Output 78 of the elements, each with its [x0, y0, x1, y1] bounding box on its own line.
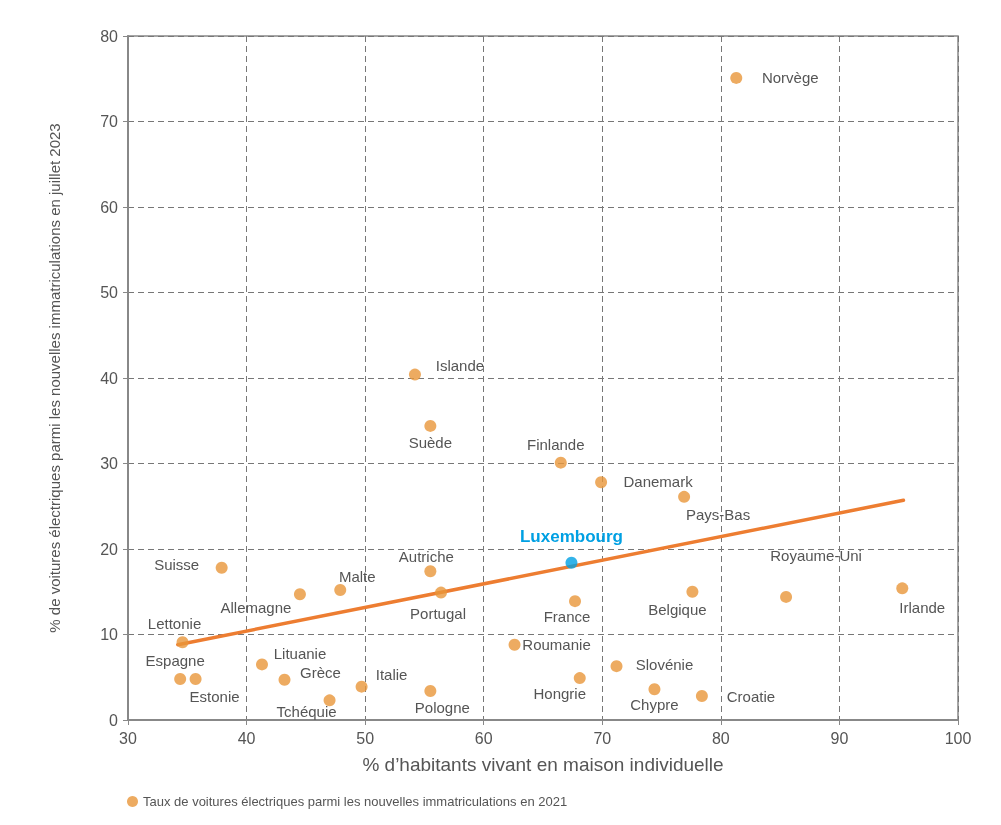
point [278, 673, 291, 686]
annotation: France [543, 607, 591, 625]
point [215, 561, 228, 574]
y-axis-title: % de voitures électriques parmi les nouvelles immatriculations en juillet 2023 [46, 123, 63, 633]
point [678, 490, 691, 503]
point [408, 368, 421, 381]
point [595, 476, 608, 489]
annotation: Belgique [648, 601, 707, 619]
point [695, 690, 708, 703]
annotation: Hongrie [533, 684, 587, 702]
annotation: Lettonie [147, 614, 202, 632]
annotation: Italie [375, 666, 408, 684]
y-tick-label: 20 [100, 540, 119, 558]
legend-label: Taux de voitures électriques parmi les nouvelles immatriculations en 2021 [143, 794, 568, 809]
x-tick-label: 60 [474, 729, 493, 747]
point [565, 556, 578, 569]
point [334, 584, 347, 597]
annotation: Pays-Bas [686, 506, 751, 524]
point [293, 588, 306, 601]
annotation: Chypre [630, 695, 679, 713]
point [780, 590, 793, 603]
x-tick-label: 100 [944, 729, 972, 747]
point [424, 684, 437, 697]
point [554, 456, 567, 469]
point [256, 658, 268, 671]
annotation: Autriche [398, 547, 454, 565]
annotation: Portugal [410, 605, 466, 623]
y-tick-label: 0 [109, 711, 119, 729]
point [508, 638, 521, 651]
annotation: Roumanie [522, 636, 591, 654]
annotation: Norvège [761, 69, 819, 87]
point [174, 672, 187, 685]
x-tick-label: 40 [237, 729, 256, 747]
annotation: Royaume-Uni [770, 547, 862, 565]
point [573, 672, 586, 685]
point [569, 595, 582, 608]
point [896, 582, 909, 595]
point [435, 586, 448, 599]
point [176, 636, 189, 649]
annotation: Irlande [899, 598, 946, 616]
y-tick-label: 30 [100, 455, 119, 472]
x-tick-label: 50 [356, 729, 375, 747]
x-tick-label: 90 [830, 729, 849, 747]
y-tick-label: 70 [100, 113, 119, 130]
point [648, 683, 661, 696]
y-tick-label: 50 [100, 284, 119, 301]
annotation: Islande [435, 357, 485, 375]
point [610, 660, 623, 673]
annotation: Malte [338, 567, 376, 585]
annotation: Estonie [189, 688, 240, 706]
series-label: Luxembourg [519, 527, 623, 547]
annotation: Slovénie [635, 655, 694, 673]
point [730, 71, 743, 84]
point [424, 565, 437, 578]
point [686, 585, 699, 598]
x-tick-label: 30 [119, 729, 137, 747]
annotation: Allemagne [220, 598, 292, 616]
annotation: Tchéquie [276, 702, 337, 720]
annotation: Danemark [623, 472, 694, 490]
annotation: Suède [408, 434, 453, 452]
point [424, 419, 437, 432]
point [189, 672, 202, 685]
x-tick-label: 70 [593, 729, 612, 747]
point [323, 694, 336, 707]
y-tick-label: 40 [100, 369, 119, 387]
annotation: Espagne [145, 652, 205, 670]
y-tick-label: 80 [100, 27, 119, 45]
y-tick-label: 60 [100, 198, 119, 216]
annotation: Pologne [414, 699, 470, 717]
x-tick-label: 80 [711, 729, 730, 747]
y-tick-label: 10 [100, 626, 119, 643]
annotation: Finlande [527, 436, 585, 454]
point [355, 680, 368, 693]
annotation: Grèce [300, 664, 341, 682]
annotation: Croatie [726, 687, 776, 705]
annotation: Suisse [154, 556, 200, 574]
annotation: Lituanie [273, 644, 327, 662]
x-axis-title: % d’habitants vivant en maison individuelle [362, 754, 724, 775]
